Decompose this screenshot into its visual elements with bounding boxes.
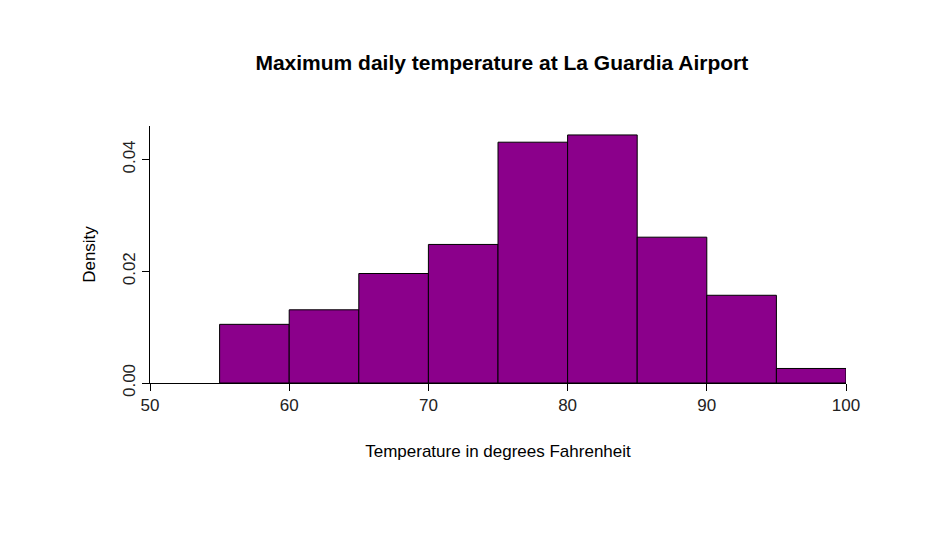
svg-text:60: 60 — [280, 396, 299, 415]
svg-text:80: 80 — [558, 396, 577, 415]
svg-text:0.04: 0.04 — [120, 140, 139, 173]
svg-text:100: 100 — [832, 396, 860, 415]
svg-text:Density: Density — [80, 226, 99, 283]
svg-text:70: 70 — [419, 396, 438, 415]
svg-text:90: 90 — [697, 396, 716, 415]
svg-text:Temperature in degrees Fahrenh: Temperature in degrees Fahrenheit — [365, 442, 631, 461]
svg-text:Maximum daily temperature at L: Maximum daily temperature at La Guardia … — [255, 51, 748, 74]
svg-text:0.02: 0.02 — [120, 252, 139, 285]
svg-text:50: 50 — [141, 396, 160, 415]
svg-text:0.00: 0.00 — [120, 364, 139, 397]
